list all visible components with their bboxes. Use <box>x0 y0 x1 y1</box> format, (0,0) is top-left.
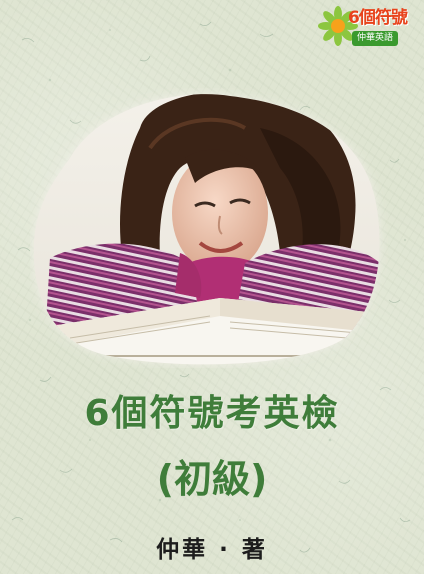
book-subtitle: (初級) <box>156 457 268 501</box>
book-title: 6個符號考英檢 <box>84 393 340 434</box>
author-line: 仲華 · 著 <box>156 537 268 563</box>
logo-subtitle-badge: 仲華英語 <box>352 31 399 46</box>
publisher-logo: 6個符號 仲華英語 <box>318 4 414 50</box>
logo-title: 6個符號 <box>348 8 408 28</box>
sunflower-icon <box>318 6 358 46</box>
cover-photo <box>33 94 380 365</box>
